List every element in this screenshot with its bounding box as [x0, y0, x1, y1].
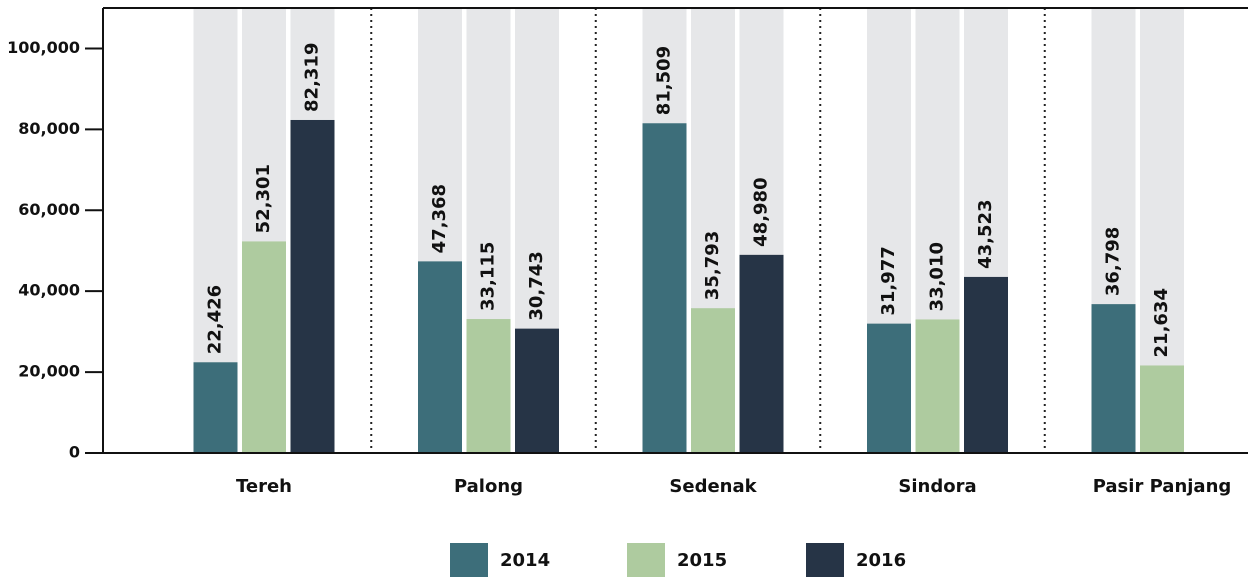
bar — [867, 323, 911, 453]
bar — [290, 119, 335, 453]
legend-label: 2016 — [856, 550, 906, 571]
legend-label: 2015 — [677, 550, 727, 571]
value-label: 30,743 — [526, 251, 547, 320]
value-label: 52,301 — [253, 164, 274, 233]
y-tick-label: 40,000 — [18, 281, 80, 300]
value-label: 81,509 — [654, 46, 675, 115]
x-tick-label: Pasir Panjang — [1093, 476, 1232, 497]
y-tick-label: 80,000 — [18, 119, 80, 138]
bar — [915, 319, 960, 453]
bar — [466, 319, 511, 453]
x-tick-label: Sedenak — [669, 476, 757, 497]
value-label: 43,523 — [975, 199, 996, 268]
x-tick-label: Palong — [454, 476, 523, 497]
value-label: 82,319 — [302, 43, 323, 112]
value-label: 47,368 — [429, 184, 450, 253]
bar — [1140, 365, 1184, 453]
value-label: 31,977 — [878, 246, 899, 315]
legend-swatch — [806, 543, 844, 577]
value-label: 33,010 — [927, 242, 948, 311]
y-tick-label: 60,000 — [18, 200, 80, 219]
bar — [418, 261, 462, 453]
legend-swatch — [627, 543, 665, 577]
value-label: 33,115 — [478, 242, 499, 311]
y-tick-label: 20,000 — [18, 362, 80, 381]
value-label: 48,980 — [751, 177, 772, 246]
y-tick-label: 0 — [69, 443, 80, 462]
bar — [1091, 304, 1136, 453]
y-tick-label: 100,000 — [7, 38, 80, 57]
x-tick-label: Sindora — [898, 476, 976, 497]
value-label: 21,634 — [1151, 288, 1172, 357]
value-label: 36,798 — [1103, 227, 1124, 296]
bar — [193, 362, 238, 453]
bar — [691, 308, 735, 453]
bar — [964, 276, 1008, 453]
x-tick-label: Tereh — [236, 476, 292, 497]
bar — [515, 328, 559, 453]
legend-label: 2014 — [500, 550, 550, 571]
bar — [242, 241, 286, 453]
value-label: 22,426 — [205, 285, 226, 354]
value-label: 35,793 — [702, 231, 723, 300]
legend-swatch — [450, 543, 488, 577]
bar — [642, 123, 687, 454]
bar — [739, 254, 784, 453]
